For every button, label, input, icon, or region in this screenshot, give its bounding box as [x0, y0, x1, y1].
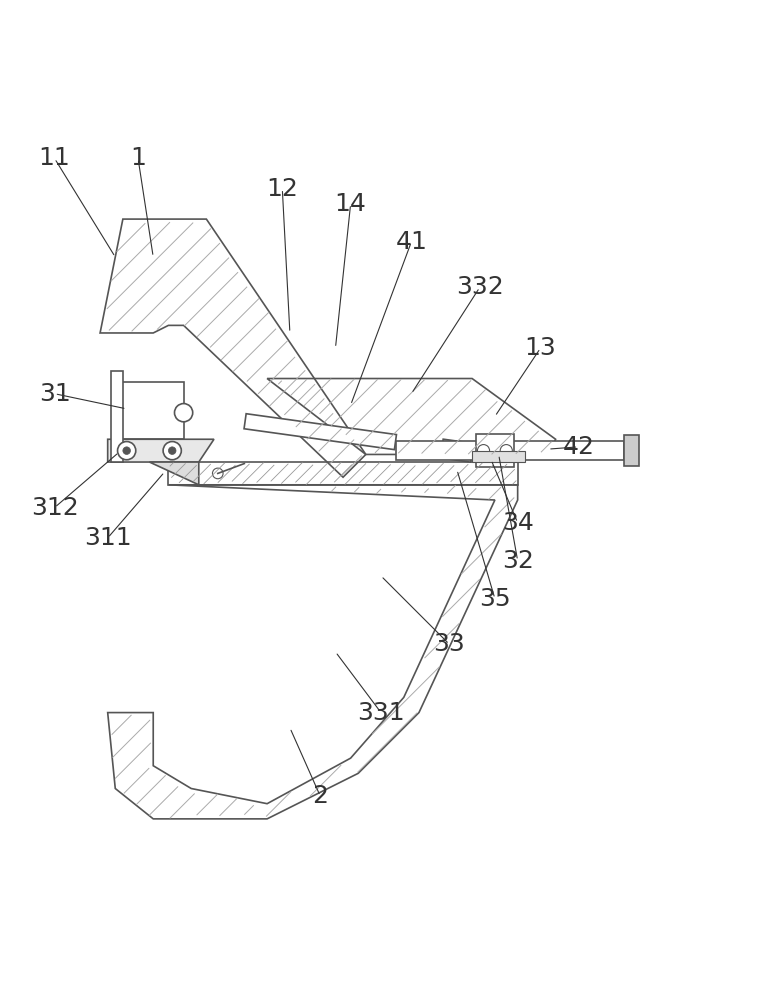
Text: 1: 1: [130, 146, 146, 170]
Polygon shape: [149, 462, 199, 485]
Text: 2: 2: [312, 784, 328, 808]
Circle shape: [500, 445, 512, 457]
Text: 33: 33: [434, 632, 466, 656]
Bar: [624, 435, 639, 466]
Text: 31: 31: [39, 382, 70, 406]
Circle shape: [174, 404, 193, 422]
Polygon shape: [111, 371, 123, 462]
FancyBboxPatch shape: [119, 382, 184, 439]
Text: 14: 14: [335, 192, 367, 216]
Text: 332: 332: [456, 275, 504, 299]
Bar: [396, 441, 624, 460]
Text: 312: 312: [30, 496, 78, 520]
Text: 42: 42: [562, 435, 594, 459]
Text: 32: 32: [501, 549, 533, 573]
Text: 41: 41: [395, 230, 427, 254]
Polygon shape: [440, 439, 473, 462]
Circle shape: [213, 468, 223, 479]
Polygon shape: [472, 451, 525, 462]
Text: 11: 11: [39, 146, 70, 170]
Text: 35: 35: [479, 587, 511, 611]
Text: 34: 34: [501, 511, 533, 535]
Bar: [476, 434, 514, 467]
Text: 331: 331: [357, 701, 405, 725]
Text: 13: 13: [524, 336, 556, 360]
Text: 12: 12: [267, 177, 298, 201]
Circle shape: [117, 442, 136, 460]
Circle shape: [163, 442, 181, 460]
Polygon shape: [107, 439, 214, 462]
Circle shape: [168, 447, 176, 454]
Circle shape: [478, 445, 489, 457]
Circle shape: [123, 447, 130, 454]
Text: 311: 311: [84, 526, 132, 550]
Polygon shape: [244, 414, 396, 450]
